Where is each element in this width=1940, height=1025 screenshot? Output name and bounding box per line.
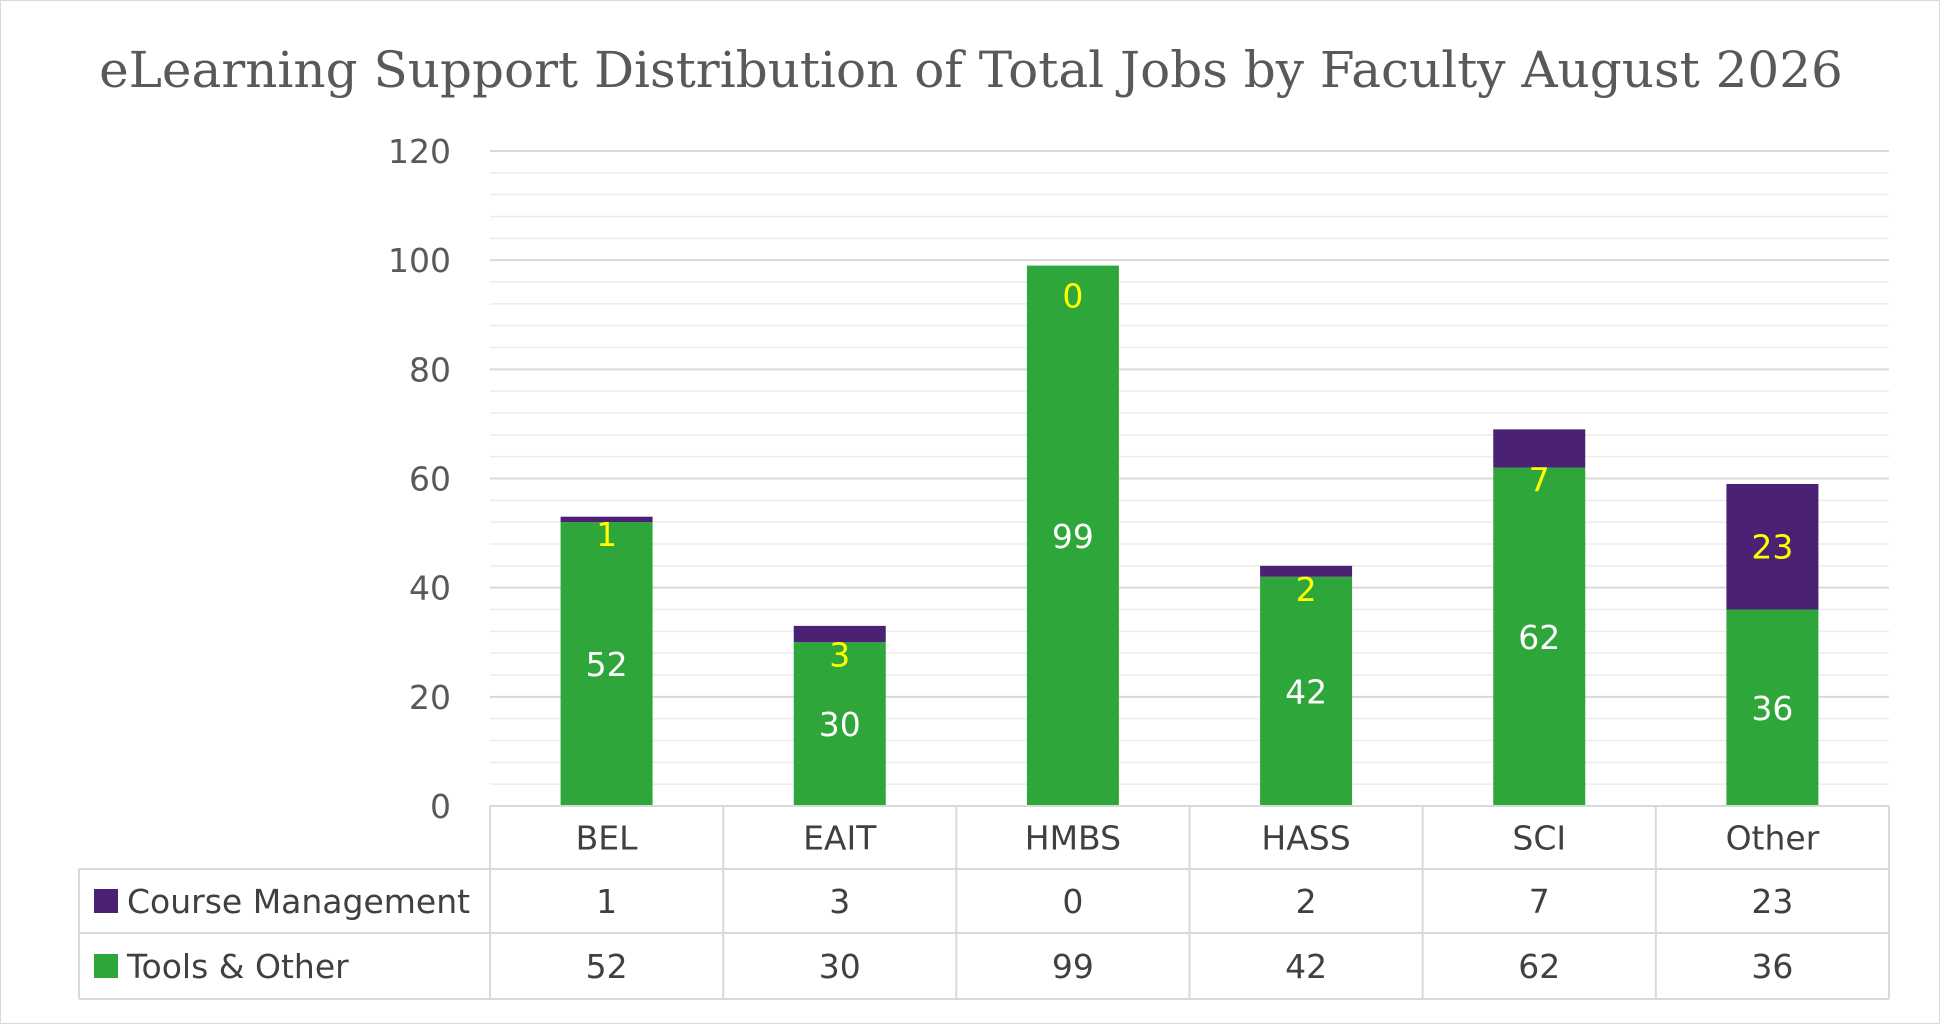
- legend-series-name: Course Management: [127, 882, 470, 921]
- bar-tools-other: [793, 642, 886, 806]
- bar-course-management: [1493, 429, 1586, 468]
- x-category-label: HASS: [1261, 819, 1350, 858]
- table-cell-value: 52: [586, 947, 628, 986]
- bar-course-management: [1260, 565, 1353, 577]
- bar-tools-other: [1726, 609, 1819, 806]
- table-cell-value: 0: [1062, 882, 1083, 921]
- data-label-course-management: 1: [596, 515, 617, 554]
- table-cell-value: 99: [1052, 947, 1094, 986]
- legend-key-swatch: [94, 889, 118, 913]
- table-cell-value: 30: [819, 947, 861, 986]
- y-tick-label: 100: [388, 241, 451, 280]
- table-cell-value: 7: [1529, 882, 1550, 921]
- chart-title: eLearning Support Distribution of Total …: [99, 41, 1843, 99]
- data-labels: 52 1 30 3 99 0 42 2 62 7 36 23: [586, 277, 1794, 745]
- data-label-course-management: 7: [1529, 461, 1550, 500]
- bar-course-management: [793, 625, 886, 643]
- x-category-label: Other: [1726, 819, 1820, 858]
- x-category-label: EAIT: [803, 819, 877, 858]
- bar-tools-other: [1493, 467, 1586, 806]
- table-cell-value: 3: [829, 882, 850, 921]
- table-cell-value: 62: [1518, 947, 1560, 986]
- bar-tools-other: [1260, 576, 1353, 806]
- gridlines: [490, 150, 1889, 785]
- data-label-tools-other: 36: [1751, 689, 1793, 728]
- legend-series-name: Tools & Other: [126, 947, 349, 986]
- table-cell-value: 1: [596, 882, 617, 921]
- data-table: BEL EAIT HMBS HASS SCI Other Course Management…: [78, 805, 1890, 1000]
- table-cell-value: 23: [1751, 882, 1793, 921]
- legend-key-swatch: [94, 954, 118, 978]
- data-label-course-management: 3: [829, 635, 850, 674]
- x-category-label: BEL: [576, 819, 638, 858]
- x-category-label: SCI: [1512, 819, 1566, 858]
- bars: [560, 265, 1819, 806]
- bar-tools-other: [1026, 265, 1119, 806]
- table-cell-value: 36: [1751, 947, 1793, 986]
- table-cell-value: 42: [1285, 947, 1327, 986]
- y-tick-label: 80: [409, 350, 451, 389]
- data-label-tools-other: 99: [1052, 517, 1094, 556]
- bar-tools-other: [560, 522, 653, 806]
- data-label-tools-other: 52: [586, 645, 628, 684]
- data-label-course-management: 23: [1751, 528, 1793, 567]
- data-label-tools-other: 42: [1285, 672, 1327, 711]
- y-tick-label: 120: [388, 132, 451, 171]
- y-tick-label: 20: [409, 678, 451, 717]
- y-axis: 0 20 40 60 80 100 120: [388, 132, 451, 826]
- data-label-tools-other: 62: [1518, 618, 1560, 657]
- bar-course-management: [560, 516, 653, 523]
- y-tick-label: 0: [430, 787, 451, 826]
- x-category-label: HMBS: [1025, 819, 1121, 858]
- data-label-course-management: 0: [1062, 277, 1083, 316]
- y-tick-label: 60: [409, 460, 451, 499]
- data-label-tools-other: 30: [819, 705, 861, 744]
- data-label-course-management: 2: [1296, 570, 1317, 609]
- bar-course-management: [1726, 483, 1819, 610]
- table-cell-value: 2: [1296, 882, 1317, 921]
- y-tick-label: 40: [409, 569, 451, 608]
